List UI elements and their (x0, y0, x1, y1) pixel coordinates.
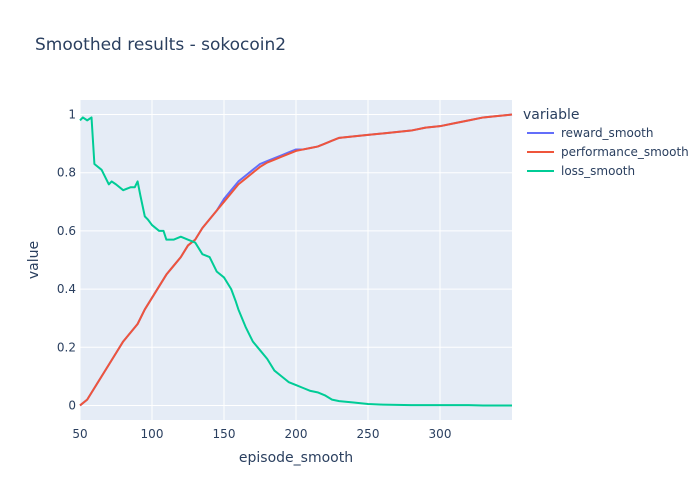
x-tick-label: 250 (357, 427, 380, 441)
legend-item-reward_smooth[interactable]: reward_smooth (527, 126, 654, 140)
y-tick-label: 0 (68, 398, 76, 412)
x-tick-label: 150 (213, 427, 236, 441)
x-tick-label: 50 (72, 427, 87, 441)
chart-title: Smoothed results - sokocoin2 (35, 35, 286, 55)
x-tick-label: 300 (429, 427, 452, 441)
x-gridlines (79, 100, 441, 420)
legend-label: reward_smooth (561, 126, 654, 140)
y-tick-label: 0.6 (57, 224, 76, 238)
series-lines (79, 113, 513, 407)
y-tick-label: 1 (68, 108, 76, 122)
legend[interactable]: variable reward_smooth performance_smooth… (523, 107, 689, 178)
x-tick-labels: 50 100 150 200 250 300 (72, 427, 451, 441)
legend-label: loss_smooth (561, 164, 635, 178)
x-tick-label: 200 (285, 427, 308, 441)
y-tick-label: 0.4 (57, 282, 76, 296)
y-tick-label: 0.8 (57, 166, 76, 180)
series-line-performance_smooth (79, 113, 513, 407)
series-line-loss_smooth (79, 116, 512, 407)
legend-items[interactable]: reward_smooth performance_smooth loss_smoo… (527, 126, 689, 178)
legend-title: variable (523, 107, 579, 123)
y-tick-label: 0.2 (57, 340, 76, 354)
legend-item-performance_smooth[interactable]: performance_smooth (527, 145, 689, 159)
x-axis-title: episode_smooth (239, 450, 353, 466)
y-axis-title: value (26, 241, 42, 279)
y-tick-labels: 0 0.2 0.4 0.6 0.8 1 (57, 108, 76, 413)
x-tick-label: 100 (141, 427, 164, 441)
legend-label: performance_smooth (561, 145, 689, 159)
legend-item-loss_smooth[interactable]: loss_smooth (527, 164, 635, 178)
